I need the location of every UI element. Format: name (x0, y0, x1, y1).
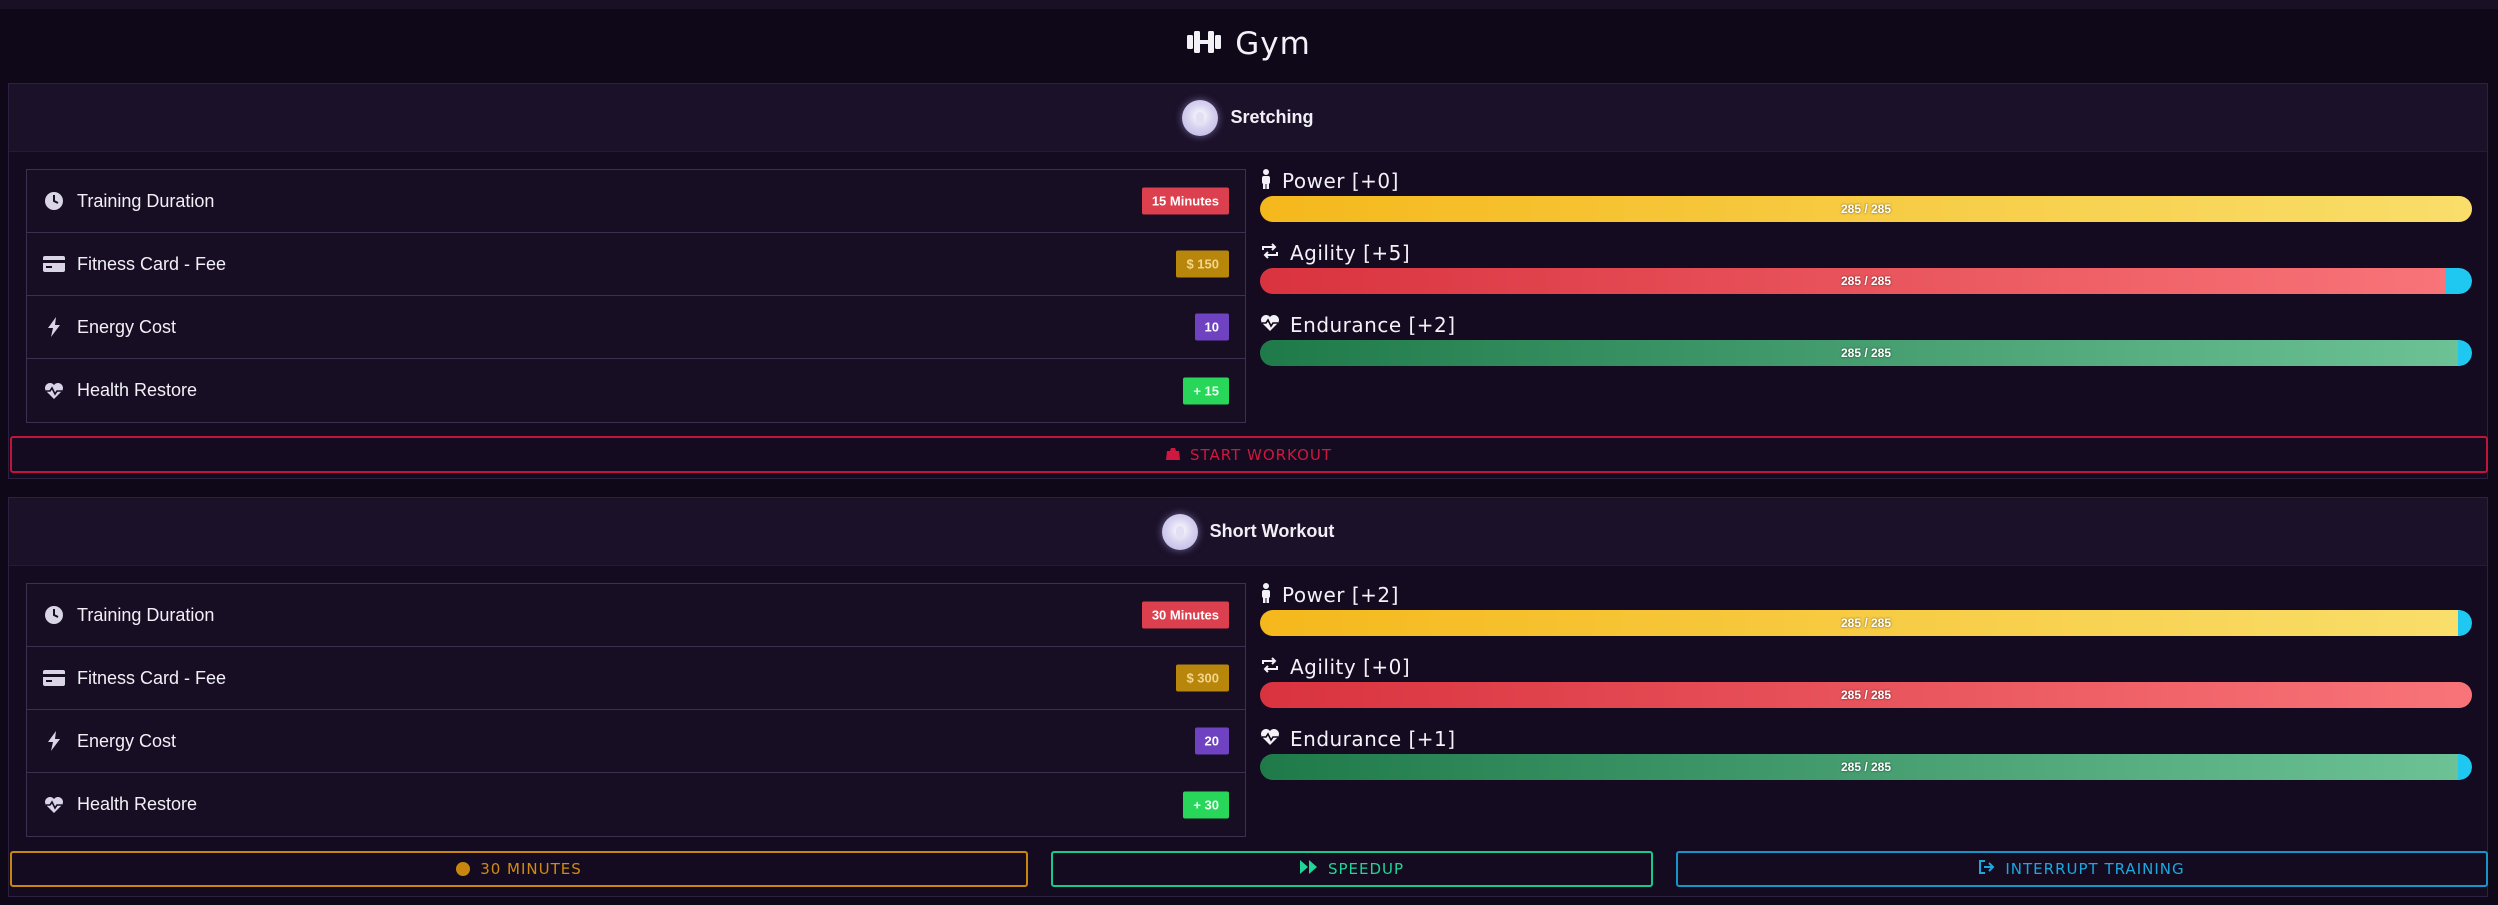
start-workout-label: START WORKOUT (1189, 445, 1333, 464)
fee-badge: $ 150 (1176, 250, 1229, 278)
interrupt-training-button[interactable]: INTERRUPT TRAINING (1676, 851, 2488, 887)
stat-progress-bar: 285 / 285 (1260, 340, 2472, 366)
energy-badge: 20 (1194, 727, 1229, 755)
stat-power: Power [+2] 285 / 285 (1260, 580, 2474, 652)
health-badge: + 15 (1183, 377, 1229, 404)
info-row-health-restore: Health Restore + 30 (27, 773, 1245, 836)
stat-value: 285 / 285 (1840, 688, 1892, 702)
info-row-fitness-fee: Fitness Card - Fee $ 150 (27, 233, 1245, 296)
clock-icon (43, 190, 65, 212)
stat-progress-bar: 285 / 285 (1260, 610, 2472, 636)
stat-agility: Agility [+0] 285 / 285 (1260, 652, 2474, 724)
workout-name: Short Workout (1209, 521, 1335, 541)
dumbbell-icon (1187, 26, 1222, 62)
workout-info-list: Training Duration 15 Minutes Fitness Car… (26, 169, 1246, 423)
stat-value: 285 / 285 (1840, 760, 1892, 774)
duration-badge: 15 Minutes (1141, 187, 1229, 215)
workout-avatar (1161, 513, 1198, 550)
heart-pulse-icon (43, 380, 65, 402)
timer-dot-icon (456, 862, 471, 876)
speedup-button[interactable]: SPEEDUP (1051, 851, 1653, 887)
workout-header: Short Workout (9, 498, 2487, 566)
stat-label: Endurance [+2] (1290, 313, 1456, 337)
credit-card-icon (43, 667, 65, 689)
stat-value: 285 / 285 (1840, 202, 1892, 216)
stat-endurance: Endurance [+2] 285 / 285 (1260, 310, 2474, 382)
heart-pulse-icon (43, 794, 65, 816)
fast-forward-icon (1299, 860, 1318, 878)
heart-pulse-icon (1260, 727, 1280, 751)
person-icon (1260, 168, 1272, 194)
training-timer-button[interactable]: 30 MINUTES (10, 851, 1028, 887)
repeat-icon (1260, 241, 1280, 265)
page-title: Gym (0, 18, 2498, 70)
info-label: Energy Cost (77, 730, 177, 751)
stat-progress-bar: 285 / 285 (1260, 196, 2472, 222)
stat-endurance: Endurance [+1] 285 / 285 (1260, 724, 2474, 796)
stat-label: Agility [+5] (1290, 241, 1411, 265)
start-workout-button[interactable]: START WORKOUT (10, 436, 2488, 473)
stat-power: Power [+0] 285 / 285 (1260, 166, 2474, 238)
workout-header: Sretching (9, 84, 2487, 152)
workout-avatar (1182, 99, 1219, 136)
clock-icon (43, 604, 65, 626)
stat-agility: Agility [+5] 285 / 285 (1260, 238, 2474, 310)
health-badge: + 30 (1183, 791, 1229, 818)
stat-value: 285 / 285 (1840, 274, 1892, 288)
interrupt-label: INTERRUPT TRAINING (2005, 860, 2185, 878)
exit-icon (1979, 860, 1995, 878)
workout-card-short-workout: Short Workout Training Duration 30 Minut… (8, 497, 2488, 897)
stat-label: Agility [+0] (1290, 655, 1411, 679)
stat-label: Endurance [+1] (1290, 727, 1456, 751)
stat-value: 285 / 285 (1840, 616, 1892, 630)
stat-bars: Power [+0] 285 / 285 Agility [+5] 285 / … (1260, 166, 2474, 382)
credit-card-icon (43, 253, 65, 275)
stat-value: 285 / 285 (1840, 346, 1892, 360)
bonus-indicator (2458, 754, 2472, 780)
bolt-icon (43, 316, 65, 338)
speedup-label: SPEEDUP (1327, 860, 1405, 878)
info-label: Fitness Card - Fee (77, 667, 227, 688)
stat-progress-bar: 285 / 285 (1260, 268, 2472, 294)
workout-card-sretching: Sretching Training Duration 15 Minutes F… (8, 83, 2488, 479)
info-label: Health Restore (77, 380, 198, 400)
info-label: Fitness Card - Fee (77, 253, 227, 274)
weight-icon (1165, 446, 1180, 464)
energy-badge: 10 (1194, 313, 1229, 341)
info-label: Training Duration (77, 604, 215, 625)
info-row-training-duration: Training Duration 30 Minutes (27, 584, 1245, 647)
bolt-icon (43, 730, 65, 752)
person-icon (1260, 582, 1272, 608)
info-row-health-restore: Health Restore + 15 (27, 359, 1245, 422)
stat-bars: Power [+2] 285 / 285 Agility [+0] 285 / … (1260, 580, 2474, 796)
top-border (0, 0, 2498, 9)
workout-name: Sretching (1230, 107, 1314, 127)
info-row-fitness-fee: Fitness Card - Fee $ 300 (27, 647, 1245, 710)
info-row-energy-cost: Energy Cost 20 (27, 710, 1245, 773)
bonus-indicator (2458, 610, 2472, 636)
timer-label: 30 MINUTES (480, 860, 582, 878)
info-row-energy-cost: Energy Cost 10 (27, 296, 1245, 359)
info-label: Training Duration (77, 190, 215, 211)
stat-progress-bar: 285 / 285 (1260, 682, 2472, 708)
stat-label: Power [+0] (1282, 169, 1399, 193)
workout-info-list: Training Duration 30 Minutes Fitness Car… (26, 583, 1246, 837)
fee-badge: $ 300 (1176, 664, 1229, 692)
repeat-icon (1260, 655, 1280, 679)
info-label: Energy Cost (77, 316, 177, 337)
info-label: Health Restore (77, 794, 198, 814)
bonus-indicator (2446, 268, 2472, 294)
duration-badge: 30 Minutes (1141, 601, 1229, 629)
heart-pulse-icon (1260, 313, 1280, 337)
page-title-text: Gym (1235, 26, 1311, 62)
bonus-indicator (2458, 340, 2472, 366)
stat-label: Power [+2] (1282, 583, 1399, 607)
info-row-training-duration: Training Duration 15 Minutes (27, 170, 1245, 233)
stat-progress-bar: 285 / 285 (1260, 754, 2472, 780)
